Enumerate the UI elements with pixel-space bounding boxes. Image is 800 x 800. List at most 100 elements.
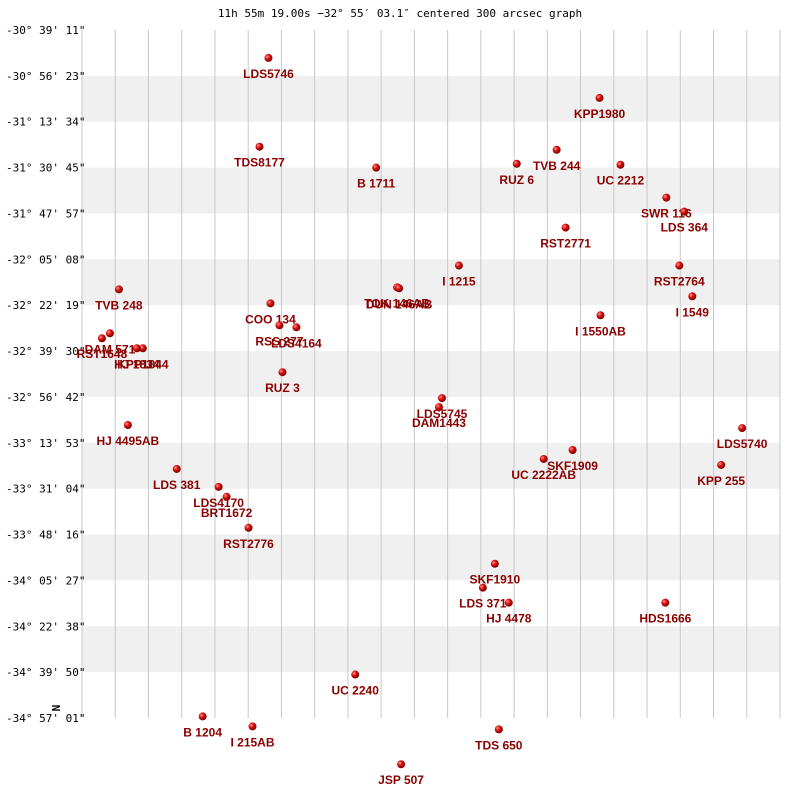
y-tick-label: -32° 56' 42": [6, 391, 85, 404]
star-point: [97, 334, 106, 343]
star-point: [214, 482, 223, 491]
star-label: I 1549: [676, 305, 710, 319]
star-point: [662, 193, 671, 202]
star-point: [675, 261, 684, 270]
star-point: [266, 299, 275, 308]
y-axis-ticks: -30° 39' 11" -30° 56' 23" -31° 13' 34" -31°…: [6, 24, 85, 725]
star-label: RST2764: [654, 275, 705, 289]
star-label: UC 2212: [597, 174, 645, 188]
y-tick-label: -33° 13' 53": [6, 437, 85, 450]
star-label: COO 134: [245, 312, 296, 326]
star-point: [123, 420, 132, 429]
chart-title: 11h 55m 19.00s −32° 55′ 03.1″ centered 3…: [218, 7, 582, 20]
star-point: [132, 344, 141, 353]
star-label: RST2776: [223, 537, 274, 551]
star-label: RST1648: [77, 347, 128, 361]
star-point: [661, 598, 670, 607]
grid-bands: [82, 75, 780, 673]
star-label: SKF1909: [547, 459, 598, 473]
grid-band: [82, 75, 780, 122]
star-point: [504, 598, 513, 607]
grid-vertical-lines: [81, 30, 781, 718]
star-label: RUZ 6: [499, 173, 534, 187]
y-tick-label: -31° 13' 34": [6, 116, 85, 129]
star-point: [292, 323, 301, 332]
star-point: [138, 344, 147, 353]
star-point: [275, 321, 284, 330]
star-point: [434, 403, 443, 412]
star-point: [616, 160, 625, 169]
y-tick-label: -34° 39' 50": [6, 666, 85, 679]
grid-band: [82, 351, 780, 397]
star-label: HJ 4478: [486, 612, 532, 626]
star-label: BRT1672: [201, 506, 253, 520]
y-tick-label: -31° 30' 45": [6, 162, 85, 175]
star-point: [717, 460, 726, 469]
star-point: [372, 163, 381, 172]
star-label: JSP 507: [378, 773, 424, 787]
star-label: LDS5740: [717, 437, 768, 451]
y-tick-label: -32° 22' 19": [6, 299, 85, 312]
grid-band: [82, 167, 780, 214]
star-label: I 1215: [442, 275, 476, 289]
y-tick-label: -32° 39' 30": [6, 345, 85, 358]
y-tick-label: -33° 31' 04": [6, 483, 85, 496]
star-point: [454, 261, 463, 270]
star-label: KPP 255: [697, 474, 745, 488]
star-point: [278, 368, 287, 377]
star-point: [680, 207, 689, 216]
star-label: I 1550AB: [575, 324, 626, 338]
star-label: SWR 116: [641, 207, 692, 221]
star-label: RUZ 3: [265, 381, 300, 395]
star-point: [596, 311, 605, 320]
star-label: UC 2222AB: [511, 468, 576, 482]
star-label: UC 2240: [332, 684, 380, 698]
star-label: LDS 364: [661, 221, 709, 235]
star-label: LDS4164: [271, 336, 322, 350]
star-point: [198, 712, 207, 721]
star-point: [255, 142, 264, 151]
star-label: B 1204: [183, 725, 222, 739]
star-point: [395, 284, 404, 293]
star-label: LDS 371: [459, 597, 507, 611]
y-tick-label: -32° 05' 08": [6, 253, 85, 266]
star-point: [595, 93, 604, 102]
star-label: DAM 571: [85, 342, 136, 356]
star-point: [264, 53, 273, 62]
star-point: [351, 670, 360, 679]
star-point: [172, 464, 181, 473]
star-point: [105, 329, 114, 338]
star-point: [222, 492, 231, 501]
y-tick-label: -34° 22' 38": [6, 620, 85, 633]
star-point: [494, 725, 503, 734]
star-label: TVB 244: [533, 159, 581, 173]
star-label: DUN 146AB: [366, 297, 433, 311]
star-point: [688, 292, 697, 301]
star-point: [568, 445, 577, 454]
y-tick-label: -34° 05' 27": [6, 574, 85, 587]
star-label: LDS5745: [417, 407, 468, 421]
star-label: TOK 146AB: [364, 296, 430, 310]
star-label: B 1711: [357, 177, 395, 191]
star-point: [437, 394, 446, 403]
star-point: [114, 285, 123, 294]
star-label: LDS5746: [243, 67, 294, 81]
star-label: TVB 248: [95, 298, 143, 312]
y-tick-label: -30° 39' 11": [6, 24, 85, 37]
star-label: DAM1443: [412, 416, 466, 430]
star-point: [478, 583, 487, 592]
grid-band: [82, 442, 780, 489]
star-point: [561, 223, 570, 232]
star-label: KPP1844: [117, 357, 169, 371]
grid-band: [82, 626, 780, 673]
star-label: LDS 381: [153, 478, 201, 492]
star-label: TDS8177: [234, 156, 285, 170]
y-tick-label: -30° 56' 23": [6, 70, 85, 83]
star-label: LDS4170: [193, 496, 244, 510]
star-point: [490, 559, 499, 568]
grid-band: [82, 534, 780, 581]
star-label: HJ 4495AB: [97, 434, 160, 448]
star-label: HDS1666: [639, 612, 691, 626]
